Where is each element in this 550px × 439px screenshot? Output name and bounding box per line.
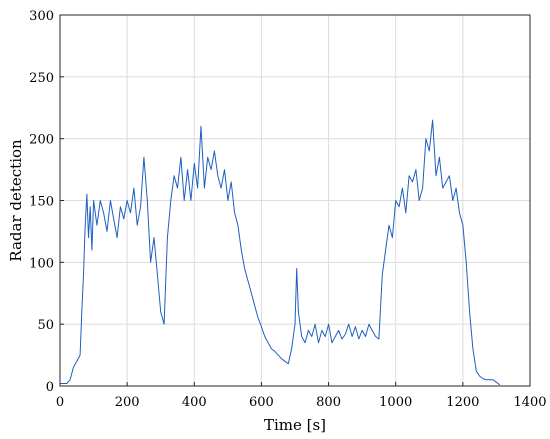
x-axis-label: Time [s] [264, 416, 326, 434]
x-tick-label: 600 [249, 395, 274, 410]
y-tick-label: 100 [29, 256, 54, 271]
series-line [60, 119, 501, 386]
x-tick-label: 800 [316, 395, 341, 410]
y-tick-label: 200 [29, 133, 54, 148]
x-tick-label: 1200 [446, 395, 479, 410]
x-tick-label: 1000 [379, 395, 412, 410]
x-tick-label: 1400 [513, 395, 546, 410]
y-tick-label: 150 [29, 195, 54, 210]
y-tick-label: 250 [29, 71, 54, 86]
axis-ticks: 0 200 400 600 800 1000 1200 1400 0 50 100 150 200 250… [29, 9, 546, 410]
x-tick-label: 0 [56, 395, 64, 410]
grid [59, 14, 531, 387]
x-tick-label: 400 [182, 395, 207, 410]
y-tick-label: 0 [46, 380, 54, 395]
y-tick-label: 50 [37, 318, 54, 333]
y-axis-label: Radar detection [7, 139, 25, 262]
x-tick-label: 200 [115, 395, 140, 410]
y-tick-label: 300 [29, 9, 54, 24]
series-layer [60, 119, 501, 386]
